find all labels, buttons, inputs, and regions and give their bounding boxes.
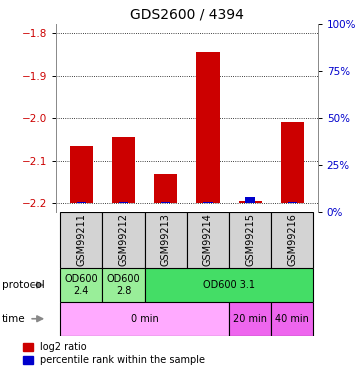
- Bar: [271, 302, 313, 336]
- Legend: log2 ratio, percentile rank within the sample: log2 ratio, percentile rank within the s…: [23, 342, 205, 365]
- Bar: [161, 202, 170, 203]
- Text: GSM99211: GSM99211: [76, 214, 86, 267]
- Text: OD600
2.8: OD600 2.8: [107, 274, 140, 296]
- Bar: [60, 302, 229, 336]
- Bar: [288, 202, 297, 203]
- Bar: [229, 302, 271, 336]
- Bar: [281, 122, 304, 203]
- Bar: [245, 197, 255, 203]
- Bar: [60, 268, 103, 302]
- Bar: [103, 268, 145, 302]
- Bar: [187, 212, 229, 268]
- Bar: [239, 201, 262, 203]
- Text: 0 min: 0 min: [131, 314, 158, 324]
- Bar: [60, 212, 103, 268]
- Text: GSM99216: GSM99216: [287, 214, 297, 267]
- Bar: [154, 174, 177, 203]
- Text: GSM99214: GSM99214: [203, 214, 213, 267]
- Bar: [229, 212, 271, 268]
- Title: GDS2600 / 4394: GDS2600 / 4394: [130, 8, 244, 22]
- Text: protocol: protocol: [2, 280, 44, 290]
- Bar: [271, 212, 313, 268]
- Bar: [112, 137, 135, 203]
- Bar: [196, 52, 219, 203]
- Bar: [70, 146, 93, 203]
- Text: GSM99212: GSM99212: [118, 213, 129, 267]
- Text: time: time: [2, 314, 25, 324]
- Text: OD600
2.4: OD600 2.4: [65, 274, 98, 296]
- Text: 40 min: 40 min: [275, 314, 309, 324]
- Bar: [203, 202, 213, 203]
- Bar: [103, 212, 145, 268]
- Text: GSM99215: GSM99215: [245, 213, 255, 267]
- Bar: [77, 202, 86, 203]
- Bar: [119, 202, 128, 203]
- Text: OD600 3.1: OD600 3.1: [203, 280, 255, 290]
- Text: GSM99213: GSM99213: [161, 214, 171, 267]
- Bar: [145, 268, 313, 302]
- Bar: [145, 212, 187, 268]
- Text: 20 min: 20 min: [233, 314, 267, 324]
